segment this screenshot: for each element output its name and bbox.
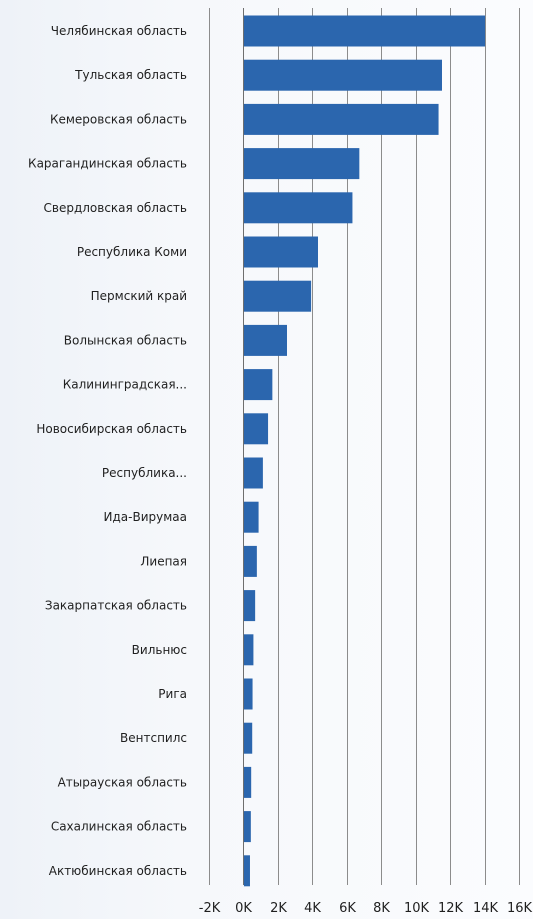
category-label: Пермский край [91, 289, 187, 303]
category-label: Рига [158, 687, 187, 701]
bar[interactable] [243, 678, 253, 710]
category-label: Новосибирская область [36, 422, 187, 436]
bar[interactable] [243, 148, 360, 180]
grid-lines [209, 8, 520, 885]
bar[interactable] [243, 324, 287, 356]
x-axis-tick-labels: -2K 0K 2K 4K 6K 8K 10K 12K 14K 16K [199, 901, 533, 916]
x-tick-label: 0K [235, 901, 252, 916]
x-tick-label: 2K [270, 901, 287, 916]
bar[interactable] [243, 766, 252, 798]
x-tick-label: 14K [473, 901, 499, 916]
bar[interactable] [243, 236, 318, 268]
category-label: Республика Коми [77, 245, 187, 259]
category-label: Лиепая [140, 554, 187, 568]
x-tick-label: 10K [404, 901, 430, 916]
category-label: Вильнюс [132, 643, 187, 657]
bar[interactable] [243, 457, 263, 489]
bar[interactable] [243, 192, 353, 224]
bar[interactable] [243, 369, 273, 401]
bar[interactable] [243, 722, 253, 754]
bar[interactable] [243, 590, 256, 622]
category-label: Сахалинская область [51, 820, 187, 834]
x-tick-label: 12K [438, 901, 464, 916]
x-tick-label: 8K [373, 901, 390, 916]
bar[interactable] [243, 280, 312, 312]
category-label: Актюбинская область [49, 864, 187, 878]
category-label: Вентспилс [120, 731, 187, 745]
x-tick-label: 6K [339, 901, 356, 916]
bar[interactable] [243, 15, 486, 47]
x-tick-label: 4K [304, 901, 321, 916]
bar[interactable] [243, 545, 257, 577]
x-tick-label: -2K [199, 901, 221, 916]
bar[interactable] [243, 501, 259, 533]
bar[interactable] [243, 413, 269, 445]
bar[interactable] [243, 634, 254, 666]
bar[interactable] [243, 103, 439, 135]
bar[interactable] [243, 59, 442, 91]
category-label: Республика... [102, 466, 187, 480]
category-label: Ида-Вирумаа [104, 510, 187, 524]
category-label: Свердловская область [44, 201, 188, 215]
bar[interactable] [243, 855, 250, 887]
category-label: Тульская область [74, 68, 187, 82]
x-tick-label: 16K [507, 901, 533, 916]
category-label: Кемеровская область [50, 112, 187, 126]
category-label: Закарпатская область [45, 599, 187, 613]
bars [243, 15, 486, 887]
category-label: Волынская область [64, 333, 187, 347]
category-label: Атырауская область [58, 775, 187, 789]
bar[interactable] [243, 811, 251, 843]
category-label: Карагандинская область [28, 157, 187, 171]
category-labels: Челябинская область Тульская область Кемер… [28, 24, 187, 878]
category-label: Челябинская область [51, 24, 187, 38]
category-label: Калининградская... [63, 378, 187, 392]
